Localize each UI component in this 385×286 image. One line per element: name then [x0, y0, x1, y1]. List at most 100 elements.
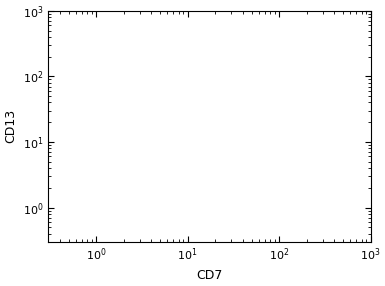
Point — [157, 130, 164, 135]
Point — [199, 136, 206, 141]
Point — [189, 148, 196, 152]
Point — [184, 137, 190, 141]
Point — [223, 126, 229, 131]
Point — [226, 184, 233, 189]
Point — [220, 138, 226, 143]
Point — [192, 131, 198, 135]
Point — [199, 144, 205, 149]
Point — [199, 149, 206, 154]
Point — [196, 144, 202, 149]
Point — [182, 144, 188, 148]
Point — [268, 171, 274, 176]
Point — [207, 151, 213, 155]
Point — [195, 152, 201, 157]
Point — [145, 79, 151, 84]
Point — [196, 147, 202, 152]
Point — [264, 90, 270, 94]
Point — [178, 152, 184, 156]
Point — [191, 144, 197, 149]
Point — [184, 142, 191, 146]
Point — [177, 131, 184, 136]
Point — [183, 124, 189, 128]
Point — [166, 152, 172, 156]
Point — [213, 185, 219, 190]
Point — [192, 128, 198, 133]
Point — [197, 112, 203, 117]
Point — [171, 165, 177, 170]
Point — [154, 115, 160, 119]
Point — [232, 172, 238, 176]
Point — [207, 149, 213, 153]
Point — [175, 165, 181, 170]
Point — [165, 120, 171, 125]
Point — [183, 162, 189, 167]
Point — [227, 132, 233, 137]
Point — [221, 166, 227, 170]
Point — [212, 132, 218, 137]
Point — [150, 139, 156, 143]
Point — [192, 138, 198, 142]
Point — [213, 109, 219, 113]
Point — [245, 182, 251, 187]
Point — [219, 173, 226, 177]
Point — [196, 162, 202, 166]
Point — [194, 150, 201, 155]
Point — [159, 168, 165, 172]
Point — [193, 119, 199, 124]
Point — [168, 140, 174, 144]
Point — [175, 130, 181, 135]
Point — [177, 143, 183, 148]
Point — [182, 98, 189, 103]
Point — [186, 103, 192, 107]
Point — [152, 109, 158, 114]
Point — [149, 150, 155, 155]
Point — [185, 174, 191, 179]
Point — [235, 162, 241, 167]
Point — [198, 138, 204, 143]
Point — [157, 160, 164, 165]
Point — [161, 148, 167, 153]
Point — [167, 193, 174, 198]
Point — [229, 139, 235, 144]
Point — [199, 135, 205, 139]
Point — [174, 144, 180, 149]
Point — [185, 139, 191, 144]
Point — [155, 118, 161, 122]
Point — [157, 102, 163, 107]
Point — [212, 149, 218, 153]
Point — [186, 144, 192, 148]
Point — [190, 160, 196, 164]
Point — [261, 162, 267, 166]
Point — [170, 139, 176, 143]
Point — [187, 145, 194, 150]
Point — [224, 114, 231, 118]
Point — [174, 155, 180, 160]
Point — [206, 135, 212, 140]
Point — [222, 142, 228, 146]
Point — [193, 138, 199, 142]
Point — [268, 141, 275, 146]
Point — [189, 176, 195, 181]
Point — [163, 147, 169, 152]
Point — [155, 159, 161, 164]
Point — [149, 98, 156, 103]
Point — [256, 110, 263, 115]
Point — [164, 145, 170, 150]
Point — [178, 148, 184, 153]
Point — [122, 194, 129, 198]
Point — [197, 159, 203, 164]
Point — [201, 143, 207, 148]
Point — [253, 87, 259, 92]
Point — [177, 164, 184, 169]
Point — [228, 83, 234, 88]
Point — [177, 130, 183, 135]
Point — [151, 176, 157, 180]
Point — [232, 119, 238, 123]
Point — [211, 148, 218, 153]
Point — [197, 118, 203, 123]
Point — [198, 138, 204, 142]
Point — [187, 140, 193, 145]
Point — [168, 110, 174, 115]
Point — [220, 128, 226, 133]
Point — [198, 137, 204, 141]
